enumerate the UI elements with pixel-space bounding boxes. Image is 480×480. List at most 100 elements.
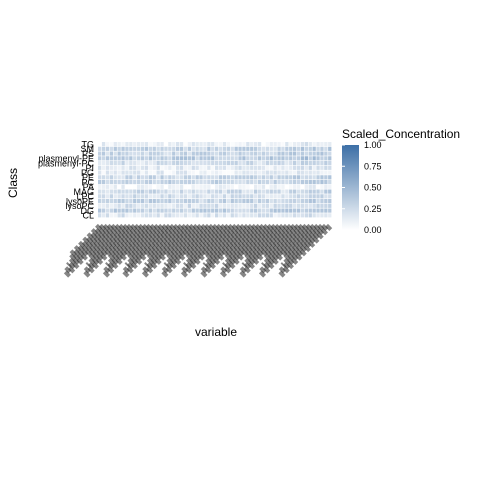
- heatmap-cell: [261, 184, 266, 189]
- heatmap-cell: [140, 199, 145, 204]
- heatmap-cell: [199, 170, 203, 175]
- heatmap-cell: [195, 170, 199, 175]
- heatmap-cell: [125, 142, 129, 147]
- heatmap-cell: [211, 184, 215, 189]
- heatmap-cell: [328, 208, 332, 213]
- heatmap-cell: [226, 180, 230, 185]
- x-tick-label-mark: [122, 223, 173, 274]
- legend-colorbar: [342, 145, 359, 230]
- heatmap-cell: [269, 213, 273, 218]
- heatmap-cell: [179, 175, 184, 180]
- heatmap-cell: [156, 170, 160, 175]
- heatmap-cell: [293, 184, 297, 189]
- heatmap-cell: [257, 161, 262, 166]
- heatmap-cell: [312, 142, 316, 147]
- heatmap-cell: [203, 165, 207, 170]
- heatmap-cell: [296, 146, 301, 151]
- heatmap-cell: [281, 208, 285, 213]
- heatmap-cell: [218, 161, 223, 166]
- heatmap-cell: [254, 184, 258, 189]
- heatmap-cell: [234, 203, 238, 208]
- heatmap-cell: [113, 142, 117, 147]
- heatmap-cell: [257, 142, 262, 147]
- heatmap-cell: [133, 170, 137, 175]
- heatmap-cell: [117, 208, 121, 213]
- heatmap-cell: [187, 156, 191, 161]
- heatmap-cell: [242, 208, 246, 213]
- heatmap-cell: [137, 175, 141, 180]
- heatmap-cell: [144, 170, 149, 175]
- heatmap-cell: [148, 142, 152, 147]
- heatmap-cell: [296, 180, 301, 185]
- heatmap-cell: [285, 189, 289, 194]
- heatmap-cell: [109, 175, 113, 180]
- heatmap-cell: [137, 161, 141, 166]
- heatmap-cell: [117, 170, 121, 175]
- heatmap-cell: [218, 208, 223, 213]
- heatmap-cell: [296, 142, 301, 147]
- heatmap-cell: [117, 180, 121, 185]
- y-tick-label: plasmenyl-PE: [38, 154, 94, 164]
- heatmap-cell: [191, 208, 195, 213]
- heatmap-cell: [152, 146, 156, 151]
- heatmap-cell: [261, 203, 266, 208]
- heatmap-cell: [277, 142, 281, 147]
- heatmap-cell: [215, 165, 219, 170]
- heatmap-cell: [137, 199, 141, 204]
- heatmap-cell: [257, 151, 262, 156]
- heatmap-cell: [234, 199, 238, 204]
- heatmap-cell: [226, 203, 230, 208]
- heatmap-cell: [316, 175, 320, 180]
- heatmap-cell: [203, 180, 207, 185]
- heatmap-cell: [195, 184, 199, 189]
- heatmap-cell: [168, 203, 172, 208]
- heatmap-cell: [296, 199, 301, 204]
- heatmap-cell: [109, 194, 113, 199]
- heatmap-cell: [277, 161, 281, 166]
- heatmap-cell: [203, 203, 207, 208]
- heatmap-cell: [250, 175, 254, 180]
- heatmap-cell: [199, 199, 203, 204]
- heatmap-cell: [300, 165, 305, 170]
- heatmap-cell: [144, 151, 149, 156]
- heatmap-cell: [156, 175, 160, 180]
- heatmap-cell: [265, 151, 269, 156]
- heatmap-cell: [109, 170, 113, 175]
- heatmap-cell: [179, 180, 184, 185]
- heatmap-cell: [109, 213, 113, 218]
- heatmap-cell: [316, 189, 320, 194]
- heatmap-cell: [133, 189, 137, 194]
- heatmap-cell: [296, 170, 301, 175]
- heatmap-cell: [215, 208, 219, 213]
- heatmap-cell: [226, 194, 230, 199]
- y-tick-labels: TGSMPSplasmenyl-PEplasmenyl-PCPIPGPEPCPA…: [38, 139, 95, 220]
- heatmap-cell: [125, 156, 129, 161]
- heatmap-cell: [273, 165, 277, 170]
- heatmap-cell: [121, 213, 125, 218]
- heatmap-cell: [215, 184, 219, 189]
- heatmap-cell: [144, 142, 149, 147]
- heatmap-cell: [156, 213, 160, 218]
- heatmap-cell: [98, 208, 102, 213]
- heatmap-cell: [265, 156, 269, 161]
- heatmap-cell: [207, 180, 211, 185]
- heatmap-cell: [257, 194, 262, 199]
- heatmap-cell: [125, 199, 129, 204]
- y-tick-label: MAG: [73, 187, 94, 197]
- heatmap-cell: [250, 199, 254, 204]
- heatmap-cell: [320, 161, 324, 166]
- heatmap-cell: [199, 151, 203, 156]
- heatmap-cell: [215, 151, 219, 156]
- heatmap-cell: [254, 146, 258, 151]
- heatmap-cell: [285, 146, 289, 151]
- heatmap-cell: [300, 180, 305, 185]
- heatmap-cell: [254, 180, 258, 185]
- heatmap-cell: [246, 203, 250, 208]
- heatmap-cell: [105, 180, 110, 185]
- heatmap-cell: [144, 189, 149, 194]
- heatmap-cell: [172, 146, 176, 151]
- heatmap-cell: [230, 156, 234, 161]
- heatmap-cell: [308, 170, 312, 175]
- heatmap-cell: [172, 189, 176, 194]
- heatmap-cell: [296, 194, 301, 199]
